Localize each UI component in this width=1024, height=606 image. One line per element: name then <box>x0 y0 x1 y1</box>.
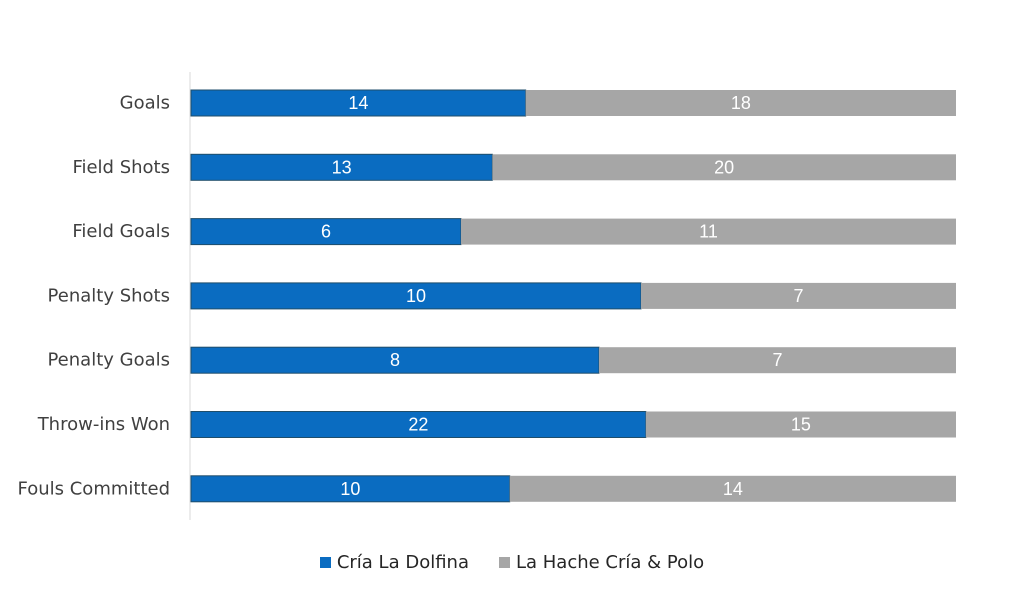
value-label-field-shots-series-2: 20 <box>714 157 734 177</box>
value-label-penalty-goals-series-1: 8 <box>390 350 400 370</box>
legend-label-series-2: La Hache Cría & Polo <box>515 552 705 573</box>
value-label-goals-series-2: 18 <box>731 93 751 113</box>
bar-penalty-goals-series-2 <box>599 347 956 374</box>
category-label-penalty-shots: Penalty Shots <box>48 285 170 306</box>
value-label-throw-ins-won-series-1: 22 <box>408 415 428 435</box>
legend-item-series-2: La Hache Cría & Polo <box>498 552 705 573</box>
bar-field-shots-series-2 <box>492 154 956 181</box>
bar-field-goals-series-2 <box>461 218 956 245</box>
category-label-fouls-committed: Fouls Committed <box>18 478 171 499</box>
value-label-fouls-committed-series-2: 14 <box>723 479 743 499</box>
value-label-throw-ins-won-series-2: 15 <box>791 415 811 435</box>
bar-field-goals-series-1 <box>190 218 462 246</box>
bar-goals-series-2 <box>525 90 956 116</box>
bar-penalty-shots-series-2 <box>641 282 956 309</box>
legend-swatch-series-1 <box>319 557 331 568</box>
bar-throw-ins-won-series-1 <box>190 411 647 438</box>
category-label-field-shots: Field Shots <box>72 157 170 178</box>
bar-fouls-committed-series-2 <box>509 475 956 502</box>
value-label-penalty-goals-series-2: 7 <box>772 350 782 370</box>
bars-layer: 14 18 13 20 6 11 10 7 8 7 22 15 10 14 <box>190 89 956 503</box>
legend: Cría La Dolfina La Hache Cría & Polo <box>0 552 1024 573</box>
legend-label-series-1: Cría La Dolfina <box>336 552 469 573</box>
value-label-field-shots-series-1: 13 <box>332 157 352 177</box>
category-label-throw-ins-won: Throw-ins Won <box>37 414 170 435</box>
category-label-field-goals: Field Goals <box>72 221 170 242</box>
category-label-goals: Goals <box>120 93 170 114</box>
value-label-penalty-shots-series-2: 7 <box>793 286 803 306</box>
bar-penalty-shots-series-1 <box>190 282 642 310</box>
value-label-fouls-committed-series-1: 10 <box>340 479 360 499</box>
category-label-penalty-goals: Penalty Goals <box>47 350 170 371</box>
legend-item-series-1: Cría La Dolfina <box>319 552 469 573</box>
value-label-field-goals-series-2: 11 <box>699 222 718 242</box>
bar-throw-ins-won-series-2 <box>645 411 956 438</box>
bar-fouls-committed-series-1 <box>190 475 511 503</box>
value-label-goals-series-1: 14 <box>348 93 368 113</box>
value-label-field-goals-series-1: 6 <box>321 222 331 242</box>
bar-penalty-goals-series-1 <box>190 346 600 374</box>
value-label-penalty-shots-series-1: 10 <box>406 286 426 306</box>
bar-field-shots-series-1 <box>190 153 493 181</box>
legend-swatch-series-2 <box>498 557 510 568</box>
category-labels: Goals Field Shots Field Goals Penalty Shots… <box>18 93 171 500</box>
